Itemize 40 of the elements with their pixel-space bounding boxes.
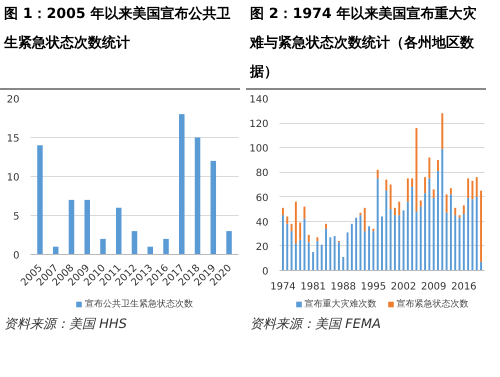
legend-label: 宣布重大灾难次数	[304, 298, 376, 310]
y-tick-label: 20	[6, 94, 20, 106]
x-tick-label: 2002	[390, 282, 416, 292]
y-tick-label: 120	[249, 119, 269, 130]
y-tick-label: 0	[13, 250, 20, 262]
bar	[163, 238, 169, 254]
bar	[84, 200, 90, 254]
legend-label: 宣布公共卫生紧急状态次数	[85, 298, 193, 310]
bar	[179, 114, 185, 254]
bar	[68, 200, 74, 254]
x-tick-label: 1988	[330, 282, 356, 292]
y-tick-label: 10	[6, 172, 20, 184]
bar	[132, 231, 138, 254]
legend-label: 宣布紧急状态次数	[396, 298, 468, 310]
y-tick-label: 140	[249, 94, 269, 106]
x-tick-label: 1981	[300, 282, 326, 292]
x-tick-label: 1995	[360, 282, 386, 292]
y-tick-label: 60	[256, 192, 269, 204]
x-tick-label: 2009	[420, 282, 446, 292]
x-tick-label: 1974	[270, 282, 296, 292]
y-tick-label: 40	[256, 217, 269, 228]
bar	[52, 246, 58, 254]
x-tick-label: 2016	[451, 282, 477, 292]
bar	[100, 238, 106, 254]
y-tick-label: 80	[256, 168, 269, 180]
text: 资料来源：美国 FEMA	[250, 316, 381, 334]
bar	[148, 246, 154, 254]
bar	[226, 231, 232, 254]
chart-title: 图 2：1974 年以来美国宣布重大灾难与紧急状态次数统计（各州地区数据）	[250, 4, 478, 82]
y-tick-label: 20	[256, 242, 269, 253]
y-tick-label: 15	[6, 134, 20, 144]
chart-title: 图 1：2005 年以来美国宣布公共卫生紧急状态次数统计	[4, 4, 232, 53]
bar	[116, 208, 122, 254]
y-tick-label: 0	[262, 266, 269, 278]
text: 资料来源：美国 HHS	[4, 316, 127, 334]
bar	[210, 160, 216, 254]
y-tick-label: 100	[249, 144, 269, 155]
y-tick-label: 5	[13, 212, 20, 222]
bar	[37, 145, 43, 254]
bar	[194, 138, 200, 254]
